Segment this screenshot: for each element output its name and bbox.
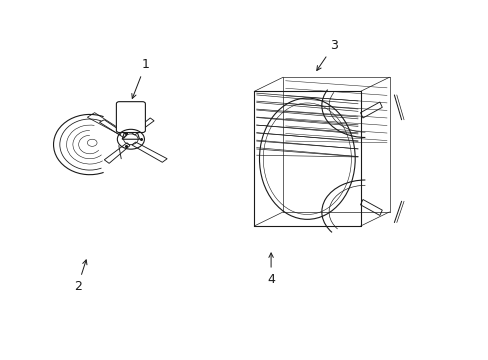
Text: 1: 1	[132, 58, 149, 98]
FancyBboxPatch shape	[116, 102, 145, 132]
Text: 2: 2	[74, 260, 87, 293]
Text: 3: 3	[316, 39, 337, 71]
Polygon shape	[122, 130, 139, 139]
Text: 4: 4	[266, 253, 274, 286]
